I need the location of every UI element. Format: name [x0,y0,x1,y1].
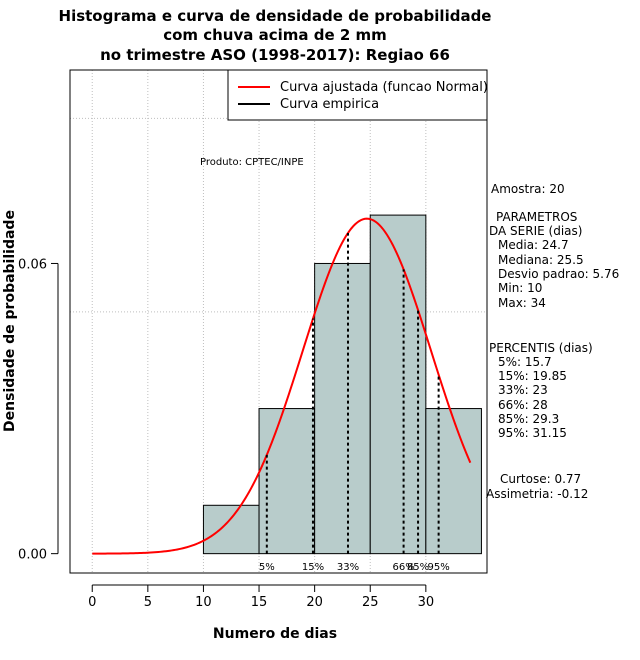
percentile-label: 95% [428,562,450,573]
percentile-label: 5% [259,562,275,573]
x-tick-label: 10 [195,595,212,610]
stat-percentiles-header: PERCENTIS (dias) [489,341,593,355]
stat-p66: 66%: 28 [498,398,548,412]
credit-label: Produto: CPTEC/INPE [200,157,304,168]
percentile-label: 33% [337,562,359,573]
percentile-label: 85% [407,562,429,573]
histogram-bar [202,504,260,555]
stat-mean: Media: 24.7 [498,238,569,252]
x-tick-label: 20 [306,595,323,610]
percentile-label: 66% [392,562,414,573]
histogram-bar [425,408,482,555]
stat-sample-size: Amostra: 20 [491,182,565,196]
percentile-label: 15% [302,562,324,573]
x-tick-label: 0 [88,595,96,610]
legend-label-fitted: Curva ajustada (funcao Normal) [280,80,488,95]
stat-params-header-1: PARAMETROS [496,210,577,224]
normal-density-curve [92,217,472,555]
x-tick-label: 25 [362,595,379,610]
stat-max: Max: 34 [498,296,546,310]
chart-title-line-1: Histograma e curva de densidade de proba… [59,7,492,25]
stat-median: Mediana: 25.5 [498,253,584,267]
stat-skewness: Assimetria: -0.12 [486,487,588,501]
x-tick-label: 5 [144,595,152,610]
legend: Curva ajustada (funcao Normal) Curva emp… [227,69,488,121]
legend-box [227,69,488,121]
chart-title-line-3: no trimestre ASO (1998-2017): Regiao 66 [100,46,450,64]
x-axis-title: Numero de dias [213,626,337,642]
x-tick-label: 30 [418,595,435,610]
stat-params-header-2: DA SERIE (dias) [489,224,582,238]
stat-p15: 15%: 19.85 [498,369,567,383]
stats-panel: Amostra: 20 PARAMETROS DA SERIE (dias) M… [486,182,619,501]
y-tick-label: 0.00 [18,548,47,563]
histogram-bar [369,214,427,555]
chart-title-line-2: com chuva acima de 2 mm [163,26,387,44]
y-axis-title: Densidade de probabilidade [2,210,18,432]
histogram-bar [314,262,371,555]
stat-std-dev: Desvio padrao: 5.76 [498,267,619,281]
stat-p85: 85%: 29.3 [498,412,559,426]
stat-kurtosis: Curtose: 0.77 [500,472,581,486]
y-tick-label: 0.06 [18,257,47,272]
x-tick-label: 15 [251,595,268,610]
stat-p5: 5%: 15.7 [498,355,552,369]
legend-label-empirical: Curva empirica [280,97,379,112]
stat-p33: 33%: 23 [498,383,548,397]
histogram-bar [258,408,316,555]
stat-p95: 95%: 31.15 [498,426,567,440]
stat-min: Min: 10 [498,281,542,295]
